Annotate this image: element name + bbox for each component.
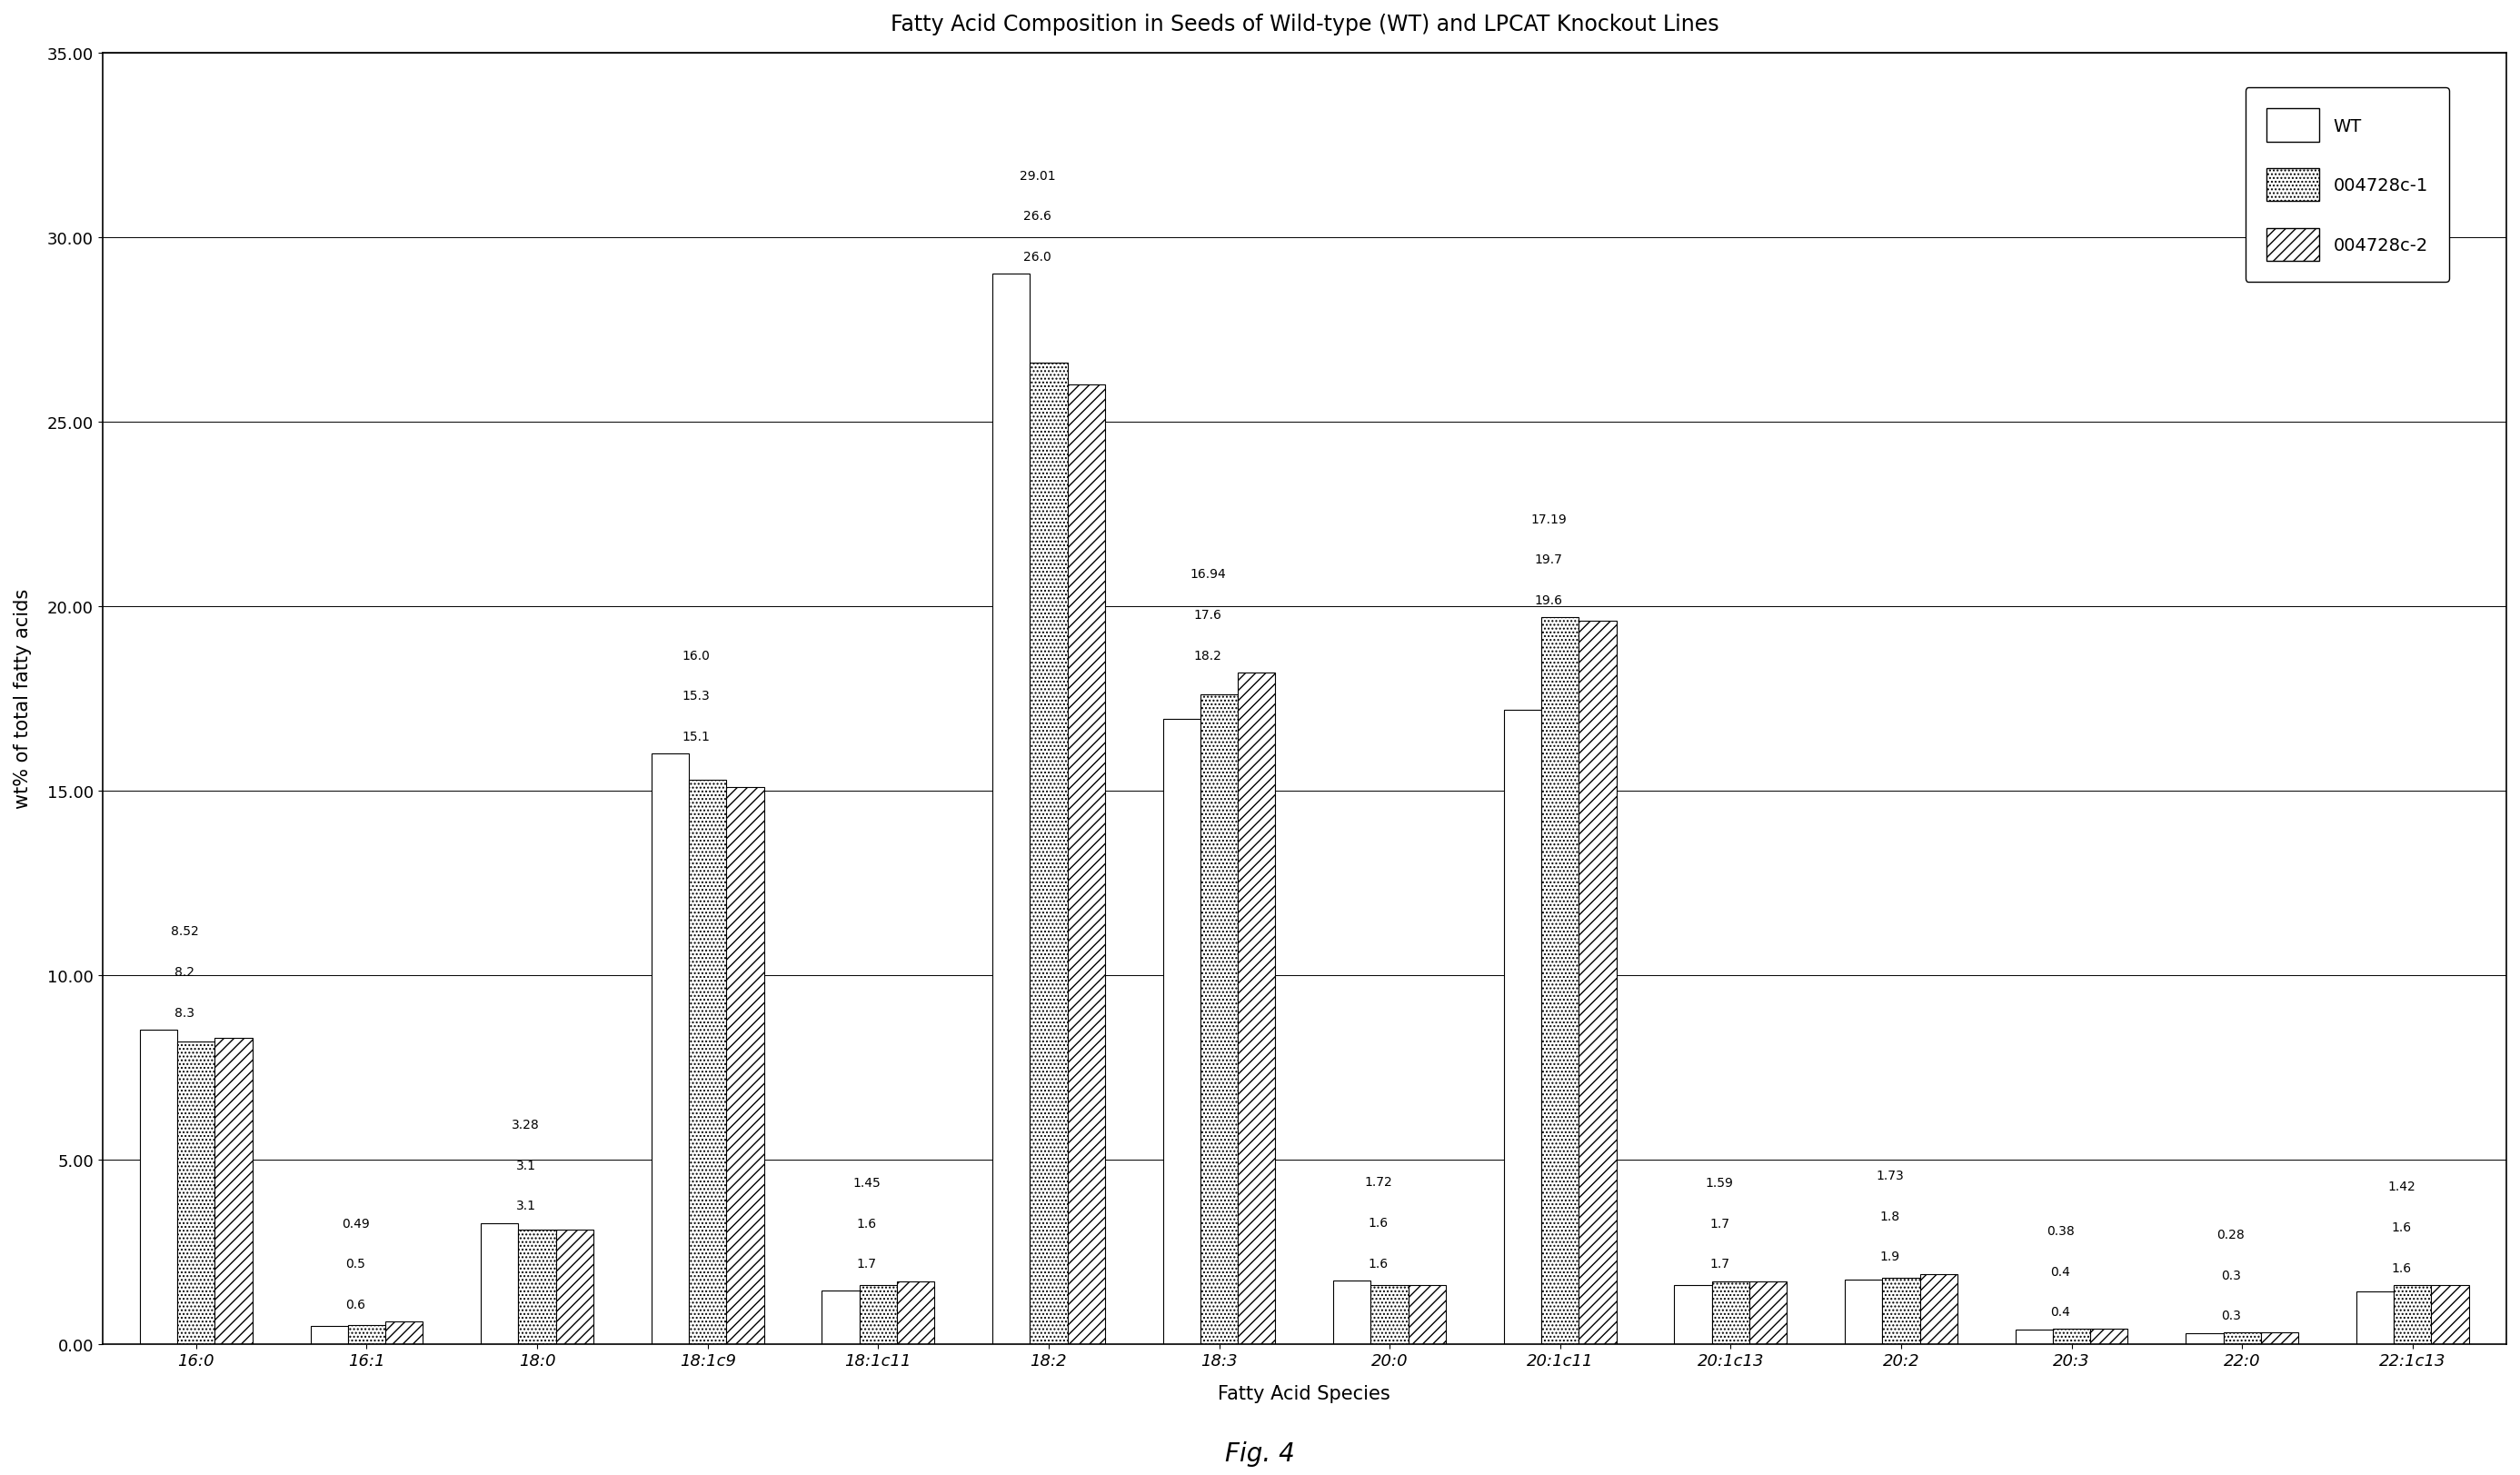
Bar [557,1230,592,1344]
Text: 29.01: 29.01 [1021,170,1056,183]
Bar [1542,618,1580,1344]
Bar [1504,709,1542,1344]
Text: 1.73: 1.73 [1875,1170,1903,1181]
Text: 26.6: 26.6 [1023,209,1051,223]
Text: 15.1: 15.1 [683,730,711,743]
Bar [2092,1329,2127,1344]
Bar [2054,1329,2092,1344]
Bar [1920,1274,1958,1344]
Bar [481,1223,519,1344]
Bar [897,1282,935,1344]
Bar [993,274,1031,1344]
Y-axis label: wt% of total fatty acids: wt% of total fatty acids [13,589,33,808]
Text: 16.94: 16.94 [1189,568,1225,581]
Text: 8.3: 8.3 [174,1006,194,1019]
Text: 0.38: 0.38 [2046,1224,2074,1238]
Text: 1.6: 1.6 [2391,1261,2412,1274]
Bar [1749,1282,1787,1344]
Bar [1200,695,1237,1344]
Bar [141,1030,176,1344]
Bar [2185,1333,2223,1344]
Title: Fatty Acid Composition in Seeds of Wild-type (WT) and LPCAT Knockout Lines: Fatty Acid Composition in Seeds of Wild-… [890,13,1719,35]
Bar [1882,1277,1920,1344]
Text: 1.7: 1.7 [1709,1258,1729,1270]
Bar [1237,673,1275,1344]
Text: 1.9: 1.9 [1880,1251,1900,1263]
Bar [1845,1280,1882,1344]
Text: 26.0: 26.0 [1023,251,1051,264]
Text: 17.19: 17.19 [1530,513,1567,525]
Bar [1162,720,1200,1344]
Text: 18.2: 18.2 [1194,649,1222,662]
X-axis label: Fatty Acid Species: Fatty Acid Species [1217,1384,1391,1403]
Text: 1.6: 1.6 [2391,1221,2412,1233]
Text: 3.1: 3.1 [517,1159,537,1171]
Text: 1.8: 1.8 [1880,1210,1900,1223]
Bar [822,1291,859,1344]
Bar [214,1038,252,1344]
Bar [2394,1285,2432,1344]
Text: 19.6: 19.6 [1535,594,1562,606]
Text: 0.4: 0.4 [2051,1266,2071,1277]
Bar [1371,1285,1409,1344]
Text: 3.28: 3.28 [512,1118,539,1131]
Bar [726,788,764,1344]
Bar [310,1326,348,1344]
Bar [519,1230,557,1344]
Text: 8.2: 8.2 [174,966,194,978]
Bar [1068,385,1104,1344]
Bar [2016,1330,2054,1344]
Text: 0.5: 0.5 [345,1258,365,1270]
Text: 0.4: 0.4 [2051,1305,2071,1319]
Bar [1333,1280,1371,1344]
Text: 1.6: 1.6 [1368,1257,1389,1270]
Text: 1.42: 1.42 [2386,1180,2414,1193]
Bar [1673,1285,1711,1344]
Text: 8.52: 8.52 [171,925,199,938]
Text: 1.72: 1.72 [1363,1176,1394,1189]
Bar [2356,1292,2394,1344]
Text: 1.6: 1.6 [1368,1217,1389,1229]
Bar [688,780,726,1344]
Text: 0.3: 0.3 [2220,1308,2240,1322]
Bar [859,1285,897,1344]
Text: 0.49: 0.49 [340,1217,370,1230]
Bar [348,1326,386,1344]
Bar [1711,1282,1749,1344]
Bar [650,754,688,1344]
Bar [176,1041,214,1344]
Text: 1.45: 1.45 [852,1177,882,1189]
Bar [1031,363,1068,1344]
Text: 1.6: 1.6 [857,1217,877,1230]
Text: Fig. 4: Fig. 4 [1225,1440,1295,1466]
Legend: WT, 004728c-1, 004728c-2: WT, 004728c-1, 004728c-2 [2245,88,2449,283]
Text: 19.7: 19.7 [1535,553,1562,566]
Bar [386,1322,423,1344]
Text: 0.6: 0.6 [345,1298,365,1311]
Bar [1580,621,1615,1344]
Text: 0.28: 0.28 [2218,1229,2245,1240]
Bar [2260,1333,2298,1344]
Text: 1.7: 1.7 [1709,1217,1729,1230]
Text: 17.6: 17.6 [1194,609,1222,621]
Text: 15.3: 15.3 [683,690,711,702]
Text: 1.59: 1.59 [1706,1177,1734,1189]
Bar [2223,1333,2260,1344]
Bar [2432,1285,2470,1344]
Text: 3.1: 3.1 [517,1199,537,1212]
Text: 16.0: 16.0 [683,649,711,662]
Bar [1409,1285,1446,1344]
Text: 1.7: 1.7 [857,1258,877,1270]
Text: 0.3: 0.3 [2220,1268,2240,1282]
